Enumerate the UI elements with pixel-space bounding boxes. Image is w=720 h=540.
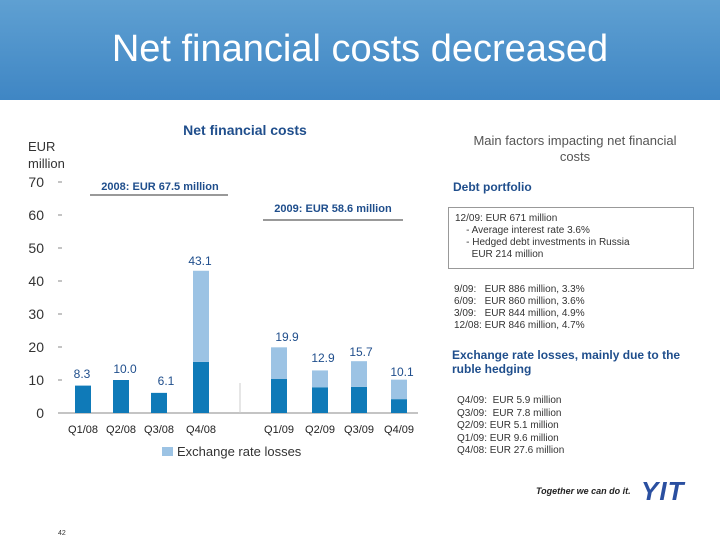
bar-segment-financial-costs [391, 399, 407, 413]
debt-portfolio-title: Debt portfolio [453, 180, 532, 194]
x-tick-label: Q2/08 [106, 424, 136, 436]
bar-segment-financial-costs [351, 386, 367, 413]
bar-segment-exchange-rate-losses [351, 361, 367, 387]
bar-segment-exchange-rate-losses [391, 379, 407, 400]
exchange-losses-list: Q4/09: EUR 5.9 million Q3/09: EUR 7.8 mi… [457, 395, 564, 458]
y-tick-label: 60 [28, 207, 44, 223]
debt-history-item: 12/08: EUR 846 million, 4.7% [454, 320, 585, 331]
debt-history-item: 3/09: EUR 844 million, 4.9% [454, 308, 585, 319]
header-banner: Net financial costs decreased [0, 0, 720, 100]
data-label: 12.9 [311, 351, 335, 365]
annual-total-label: 2008: EUR 67.5 million [101, 181, 219, 193]
x-tick-label: Q1/09 [264, 424, 294, 436]
y-tick-label: 10 [28, 372, 44, 388]
data-label: 10.1 [390, 365, 414, 379]
data-label: 19.9 [275, 330, 299, 344]
y-tick-label: 70 [28, 174, 44, 190]
bar-segment-financial-costs [75, 385, 91, 413]
y-tick-label: 20 [28, 339, 44, 355]
x-tick-label: Q4/08 [186, 424, 216, 436]
bar-segment-exchange-rate-losses [193, 270, 209, 362]
debt-summary-box: 12/09: EUR 671 million - Average interes… [448, 207, 694, 269]
factors-heading: Main factors impacting net financial cos… [473, 133, 677, 164]
x-tick-label: Q1/08 [68, 424, 98, 436]
bar-segment-financial-costs [271, 379, 287, 413]
bar-segment-financial-costs [113, 380, 129, 413]
y-tick-label: 40 [28, 273, 44, 289]
debt-history-list: 9/09: EUR 886 million, 3.3% 6/09: EUR 86… [454, 284, 585, 332]
y-tick-label: 30 [28, 306, 44, 322]
y-tick-label: 0 [36, 405, 44, 421]
x-tick-label: Q3/09 [344, 424, 374, 436]
x-tick-label: Q3/08 [144, 424, 174, 436]
legend-label: Exchange rate losses [177, 444, 302, 459]
bar-segment-financial-costs [151, 392, 167, 413]
y-tick-label: 50 [28, 240, 44, 256]
bar-segment-financial-costs [193, 361, 209, 413]
annual-total-label: 2009: EUR 58.6 million [274, 203, 392, 215]
data-label: 10.0 [113, 362, 137, 376]
exchange-item: Q4/09: EUR 5.9 million [457, 395, 562, 406]
debt-line: - Average interest rate 3.6% [455, 225, 590, 236]
exchange-item: Q2/09: EUR 5.1 million [457, 420, 559, 431]
data-label: 6.1 [158, 374, 175, 388]
data-label: 43.1 [188, 254, 212, 268]
bar-segment-financial-costs [312, 387, 328, 413]
bar-segment-exchange-rate-losses [312, 370, 328, 388]
legend-swatch [162, 447, 173, 456]
page-title: Net financial costs decreased [111, 28, 609, 70]
data-label: 8.3 [74, 367, 91, 381]
x-tick-label: Q2/09 [305, 424, 335, 436]
exchange-item: Q3/09: EUR 7.8 million [457, 407, 562, 419]
slogan: Together we can do it. [536, 486, 631, 496]
debt-history-item: 6/09: EUR 860 million, 3.6% [454, 296, 585, 307]
bar-segment-exchange-rate-losses [271, 347, 287, 380]
data-label: 15.7 [349, 345, 373, 359]
debt-history-item: 9/09: EUR 886 million, 3.3% [454, 284, 585, 295]
y-axis-unit: EUR million [28, 139, 65, 171]
debt-line: - Hedged debt investments in Russia [455, 237, 630, 248]
exchange-item: Q4/08: EUR 27.6 million [457, 445, 565, 456]
x-tick-label: Q4/09 [384, 424, 414, 436]
bar-chart: 0 10 20 30 40 50 60 70 Q1/08 Q2/08 Q3/08 Q4/08 Q1/09… [28, 174, 418, 459]
chart-title: Net financial costs [183, 122, 307, 138]
exchange-losses-title: Exchange rate losses, mainly due to the … [452, 348, 681, 376]
exchange-item: Q1/09: EUR 9.6 million [457, 432, 559, 444]
page-number: 42 [58, 530, 66, 537]
debt-line: EUR 214 million [455, 249, 544, 260]
yit-logo: YIT [641, 476, 685, 506]
debt-line: 12/09: EUR 671 million [455, 213, 558, 224]
